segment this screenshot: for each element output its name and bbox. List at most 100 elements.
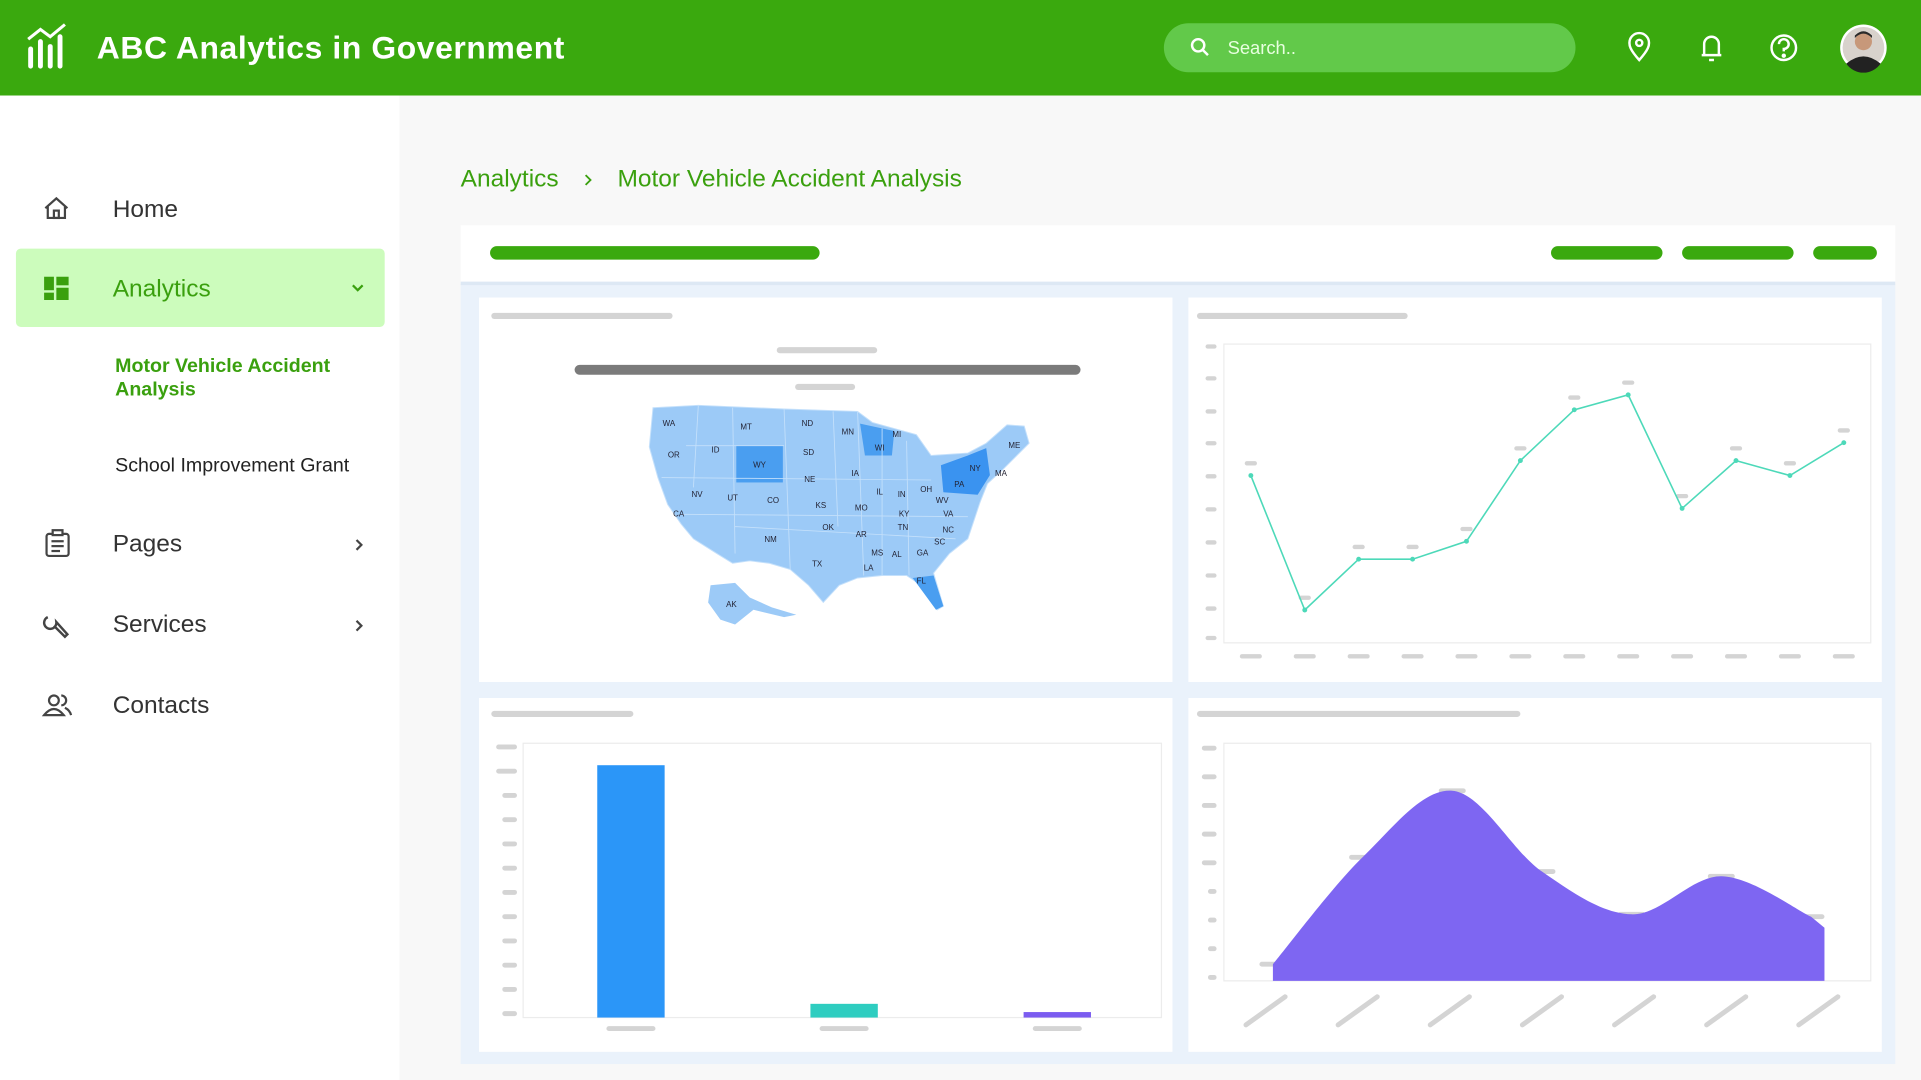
search-placeholder: Search.. bbox=[1228, 37, 1296, 58]
nav-sub-item-container: Motor Vehicle Accident Analysis bbox=[115, 356, 331, 401]
help-icon[interactable] bbox=[1770, 34, 1798, 62]
placeholder-bar bbox=[1201, 803, 1217, 808]
toolbar-shadow bbox=[460, 281, 1896, 286]
placeholder-bar bbox=[1205, 573, 1217, 578]
state-label: UT bbox=[727, 493, 738, 502]
nav-pages[interactable]: Pages bbox=[113, 530, 182, 557]
charts bbox=[522, 343, 1872, 1019]
state-label: MO bbox=[855, 503, 868, 512]
placeholder-bar bbox=[1460, 526, 1473, 532]
line-point bbox=[1517, 458, 1523, 464]
search-box[interactable] bbox=[1163, 23, 1576, 73]
placeholder-bar bbox=[1207, 917, 1217, 923]
placeholder-bar bbox=[1205, 474, 1217, 479]
state-label: IA bbox=[851, 469, 859, 478]
pages-icon bbox=[45, 529, 70, 558]
nav-contacts[interactable]: Contacts bbox=[113, 692, 210, 719]
nav-analytics[interactable]: Analytics bbox=[113, 276, 211, 303]
placeholder-bar bbox=[1729, 446, 1743, 451]
header-bar bbox=[0, 0, 1921, 96]
state-label: ND bbox=[802, 419, 814, 428]
placeholder-bar bbox=[1509, 654, 1532, 659]
nav-sub-item[interactable]: Motor Vehicle Accident Analysis bbox=[115, 356, 331, 401]
placeholder-slash bbox=[1704, 994, 1749, 1028]
placeholder-bar bbox=[502, 792, 518, 798]
placeholder-bar bbox=[1239, 654, 1262, 659]
state-label: WY bbox=[753, 460, 767, 469]
nav-sub-item[interactable]: School Improvement Grant bbox=[115, 455, 350, 477]
placeholder-bar bbox=[1622, 380, 1635, 385]
placeholder-bar bbox=[1568, 395, 1581, 400]
line-series bbox=[1250, 393, 1845, 612]
placeholder-bar bbox=[574, 364, 1081, 375]
bar bbox=[1023, 1012, 1091, 1018]
search-icon bbox=[1190, 37, 1209, 56]
us-map: WA MT ND MN MI ME OR ID WY SD WI NY MA NE IA PA NV UT CO KS… bbox=[648, 404, 1030, 625]
placeholder-bar bbox=[1201, 860, 1217, 866]
breadcrumb-current: Motor Vehicle Accident Analysis bbox=[617, 165, 961, 192]
dashboard-icon bbox=[44, 276, 69, 300]
placeholder-bar bbox=[496, 744, 518, 750]
placeholder-bar bbox=[502, 865, 518, 871]
state-label: KS bbox=[816, 501, 827, 510]
state-label: NM bbox=[764, 535, 776, 544]
placeholder-bar bbox=[1205, 376, 1217, 381]
chevron[interactable] bbox=[355, 539, 363, 551]
plot-frame bbox=[1223, 343, 1872, 644]
chevron[interactable] bbox=[355, 620, 363, 632]
state-label: KY bbox=[899, 509, 910, 518]
map-highlight bbox=[736, 445, 783, 483]
nav-home[interactable]: Home bbox=[113, 196, 178, 223]
line-point bbox=[1679, 505, 1685, 511]
area-series bbox=[1272, 790, 1825, 981]
line-point bbox=[1248, 473, 1254, 478]
state-label: CA bbox=[673, 509, 685, 518]
bar bbox=[810, 1003, 878, 1018]
state-label: TX bbox=[812, 560, 823, 569]
sidebar bbox=[0, 95, 400, 1080]
placeholder-bar bbox=[776, 347, 878, 354]
placeholder-bar bbox=[1347, 654, 1370, 659]
placeholder-bar bbox=[1201, 774, 1217, 780]
state-label: SD bbox=[803, 448, 814, 457]
state-label: OH bbox=[920, 485, 932, 494]
avatar[interactable] bbox=[1840, 24, 1887, 73]
state-label: NV bbox=[692, 490, 704, 499]
nav-services[interactable]: Services bbox=[113, 611, 207, 638]
notification-icon[interactable] bbox=[1701, 35, 1722, 62]
breadcrumb-link[interactable]: Analytics bbox=[461, 165, 559, 192]
placeholder-bar bbox=[1205, 344, 1217, 349]
state-label: PA bbox=[954, 480, 965, 489]
line-panel bbox=[1188, 297, 1882, 683]
state-label: CO bbox=[767, 496, 779, 505]
location-icon[interactable] bbox=[1628, 31, 1651, 62]
nav-analytics-active[interactable] bbox=[15, 248, 385, 327]
placeholder-bar bbox=[1244, 461, 1257, 466]
placeholder-bar bbox=[502, 962, 518, 968]
map-highlight bbox=[912, 575, 944, 610]
state-label: LA bbox=[864, 563, 874, 572]
placeholder-bar bbox=[1563, 654, 1586, 659]
expand-chevron[interactable] bbox=[352, 284, 364, 292]
placeholder-bar bbox=[502, 938, 518, 944]
breadcrumb-separator bbox=[584, 174, 592, 186]
placeholder-slash bbox=[1427, 994, 1472, 1028]
state-label: OK bbox=[822, 523, 834, 532]
placeholder-bar bbox=[1205, 635, 1217, 641]
state-label: SC bbox=[934, 538, 945, 547]
state-label: MI bbox=[892, 430, 901, 439]
state-label: TN bbox=[898, 523, 909, 532]
state-label: GA bbox=[917, 549, 929, 558]
placeholder-bar bbox=[1352, 544, 1365, 550]
placeholder-bar bbox=[1207, 974, 1217, 980]
placeholder-bar bbox=[1401, 654, 1424, 659]
state-label: NC bbox=[942, 525, 954, 534]
state-label: MN bbox=[842, 427, 855, 436]
state-label: FL bbox=[917, 577, 927, 586]
state-label: IL bbox=[876, 487, 883, 496]
placeholder-slash bbox=[1796, 994, 1841, 1028]
placeholder-bar bbox=[1205, 441, 1217, 446]
placeholder-bar bbox=[1205, 507, 1217, 512]
placeholder-bar bbox=[795, 383, 856, 390]
placeholder-bar bbox=[1032, 1026, 1082, 1032]
